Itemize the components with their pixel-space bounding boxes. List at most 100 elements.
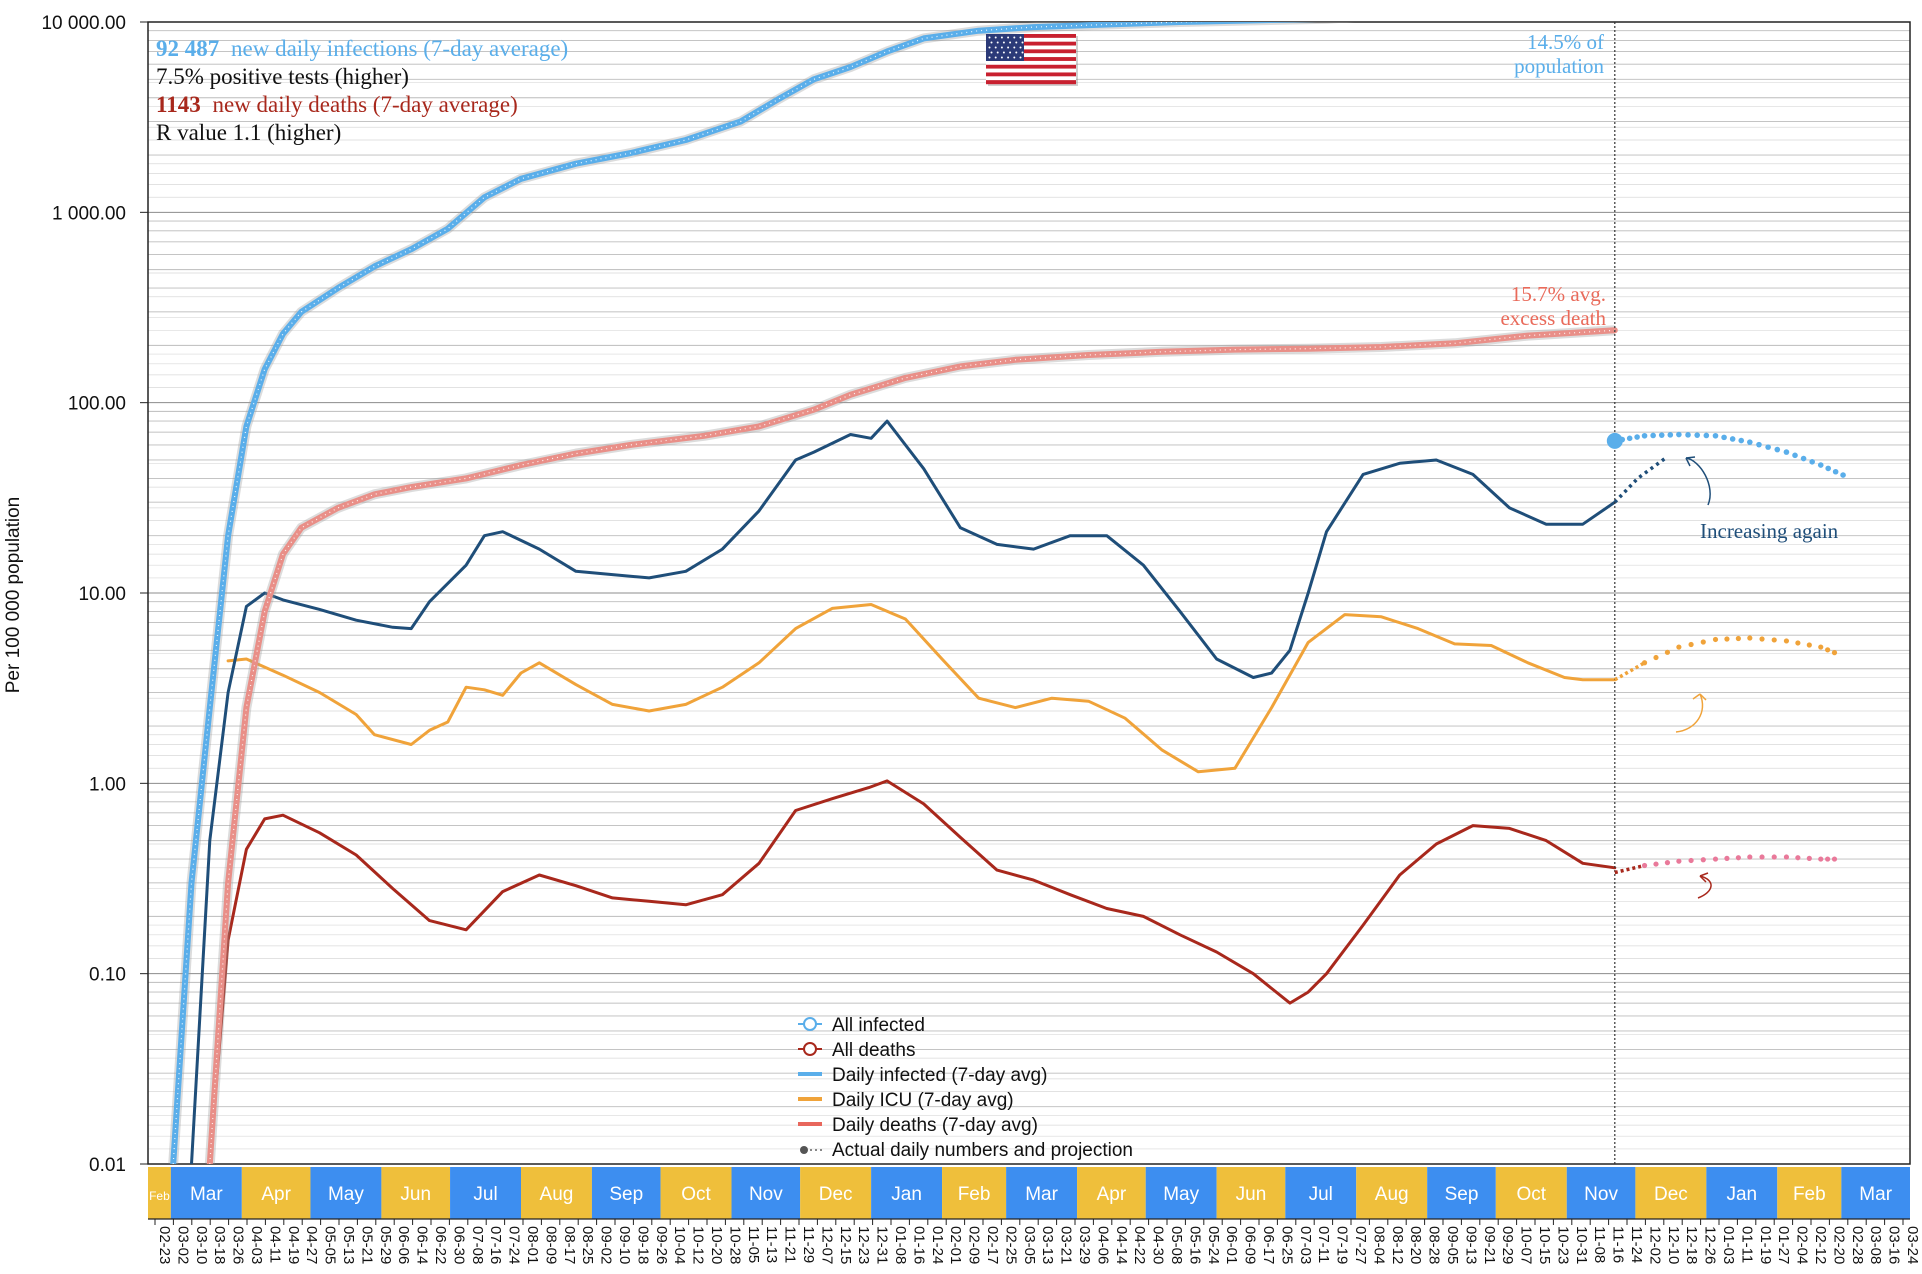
arrow-deaths-head bbox=[1699, 872, 1709, 883]
flag-star bbox=[1002, 41, 1005, 44]
projection-point bbox=[1825, 465, 1831, 472]
projection-point bbox=[1832, 468, 1839, 475]
flag-star bbox=[1007, 46, 1010, 49]
projection-point bbox=[1724, 855, 1730, 861]
projection-point bbox=[1800, 455, 1807, 462]
x-tick-label: 08-04 bbox=[1370, 1226, 1387, 1264]
x-tick-label: 06-06 bbox=[395, 1226, 412, 1264]
x-tick-label: 04-30 bbox=[1150, 1226, 1167, 1264]
projection-point bbox=[1831, 856, 1838, 862]
projection-point bbox=[1688, 857, 1694, 864]
month-cell bbox=[310, 1167, 382, 1219]
projection-point bbox=[1783, 449, 1790, 455]
x-tick-label: 05-24 bbox=[1205, 1226, 1222, 1264]
x-tick-label: 04-27 bbox=[303, 1226, 320, 1264]
projection-point bbox=[1735, 855, 1741, 861]
x-tick-label: 04-06 bbox=[1094, 1226, 1111, 1264]
projection-point bbox=[1783, 854, 1790, 860]
x-tick-label: 04-14 bbox=[1113, 1226, 1130, 1264]
projection-point bbox=[1818, 644, 1824, 650]
y-axis-title: Per 100 000 population bbox=[3, 497, 24, 694]
x-tick-label: 03-05 bbox=[1021, 1226, 1038, 1264]
flag-star bbox=[1013, 36, 1016, 39]
month-cell bbox=[1635, 1167, 1707, 1219]
month-cell bbox=[1145, 1167, 1217, 1219]
x-tick-label: 10-23 bbox=[1554, 1226, 1571, 1264]
projection-point bbox=[1795, 855, 1801, 861]
x-tick-label: 12-23 bbox=[855, 1226, 872, 1264]
flag-stripe bbox=[986, 53, 1076, 58]
x-tick-label: 02-20 bbox=[1830, 1226, 1847, 1264]
daily-deaths-projection bbox=[1614, 863, 1645, 875]
flag-star bbox=[996, 41, 999, 44]
x-tick-label: 08-09 bbox=[542, 1226, 559, 1264]
x-tick-label: 08-28 bbox=[1426, 1226, 1443, 1264]
month-cell bbox=[381, 1167, 451, 1219]
projection-point bbox=[1759, 854, 1765, 860]
legend-marker bbox=[803, 1017, 817, 1031]
month-label: Sep bbox=[1445, 1184, 1479, 1205]
legend: All infected All deaths Daily infected (7-… bbox=[798, 1015, 1133, 1161]
flag-star bbox=[994, 36, 997, 39]
projection-point bbox=[1840, 472, 1846, 478]
month-cell bbox=[1495, 1167, 1567, 1219]
x-tick-label: 07-03 bbox=[1297, 1226, 1314, 1264]
y-tick-label: 10.00 bbox=[78, 584, 126, 605]
flag-star bbox=[996, 51, 999, 54]
projection-point bbox=[1735, 635, 1741, 642]
projection-point bbox=[1765, 444, 1771, 450]
x-tick-label: 07-19 bbox=[1334, 1226, 1351, 1264]
x-tick-label: 07-24 bbox=[506, 1226, 523, 1264]
y-tick-label: 1.00 bbox=[89, 774, 126, 795]
month-cell bbox=[1006, 1167, 1078, 1219]
population-note: 14.5% of population bbox=[1514, 30, 1604, 78]
x-tick-label: 12-31 bbox=[874, 1226, 891, 1264]
x-tick-label: 05-16 bbox=[1186, 1226, 1203, 1264]
flag-stripe bbox=[986, 60, 1076, 65]
flag-star bbox=[1019, 56, 1022, 59]
flag-star bbox=[1002, 51, 1005, 54]
month-cell bbox=[591, 1167, 661, 1219]
x-tick-label: 02-12 bbox=[1812, 1226, 1829, 1264]
x-tick-label: 10-20 bbox=[708, 1226, 725, 1264]
legend-label: All infected bbox=[832, 1015, 925, 1036]
month-cell bbox=[1566, 1167, 1636, 1219]
month-label: Jul bbox=[473, 1184, 497, 1205]
x-tick-label: 01-11 bbox=[1738, 1226, 1755, 1263]
projection-point bbox=[1641, 432, 1648, 439]
month-cell bbox=[800, 1167, 872, 1219]
x-tick-label: 10-07 bbox=[1518, 1226, 1535, 1264]
x-tick-label: 08-17 bbox=[561, 1226, 578, 1264]
month-label: Apr bbox=[1097, 1184, 1127, 1205]
us-flag-icon bbox=[986, 34, 1078, 86]
x-tick-label: 02-04 bbox=[1794, 1226, 1811, 1264]
projection-point bbox=[1747, 854, 1753, 860]
x-tick-label: 09-21 bbox=[1481, 1226, 1498, 1264]
y-tick-label: 0.10 bbox=[89, 965, 126, 986]
flag-star bbox=[1000, 46, 1003, 49]
date-labels: 02-23 03-02 03-10 03-18 03-26 04-03 04-11 04-19… bbox=[154, 1219, 1921, 1264]
excess-death-note: 15.7% avg. excess death bbox=[1500, 282, 1606, 330]
month-label: May bbox=[328, 1184, 364, 1205]
projection-point bbox=[1724, 636, 1730, 642]
flag-stripe bbox=[986, 64, 1076, 69]
x-tick-label: 10-28 bbox=[726, 1226, 743, 1264]
month-label: Aug bbox=[1375, 1184, 1409, 1205]
flag-star bbox=[1007, 56, 1010, 59]
x-tick-label: 05-13 bbox=[340, 1226, 357, 1264]
projection-point bbox=[1685, 432, 1691, 438]
projection-point bbox=[1650, 432, 1656, 439]
stat-deaths-value: 1143 bbox=[156, 92, 201, 117]
flag-star bbox=[1007, 36, 1010, 39]
x-tick-label: 11-21 bbox=[782, 1226, 799, 1263]
stat-r-value: R value 1.1 (higher) bbox=[156, 120, 341, 145]
arrow-infected-head bbox=[1685, 456, 1696, 467]
x-tick-label: 06-30 bbox=[450, 1226, 467, 1264]
month-label: May bbox=[1163, 1184, 1199, 1205]
x-tick-label: 06-09 bbox=[1242, 1226, 1259, 1264]
projection-point bbox=[1676, 431, 1682, 438]
flag-star bbox=[1000, 56, 1003, 59]
x-tick-label: 03-18 bbox=[211, 1226, 228, 1264]
flag-stripe bbox=[986, 76, 1076, 81]
x-tick-label: 10-12 bbox=[690, 1226, 707, 1264]
